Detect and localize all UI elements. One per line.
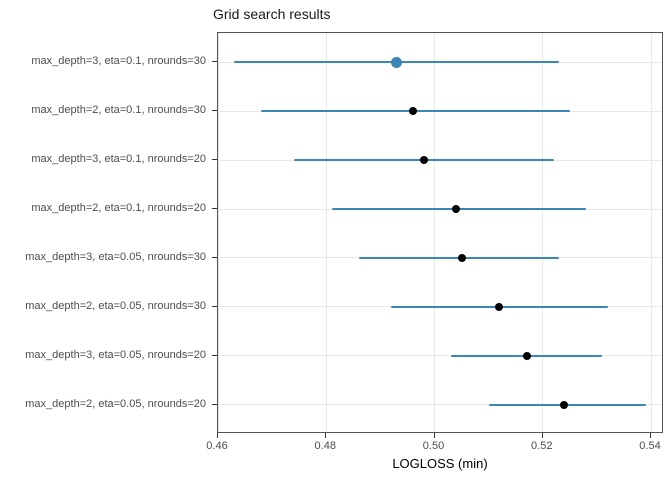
x-tick-mark bbox=[541, 433, 543, 438]
x-axis-title: LOGLOSS (min) bbox=[392, 456, 488, 471]
x-gridline bbox=[217, 33, 219, 432]
point bbox=[452, 205, 461, 214]
x-gridline bbox=[542, 33, 544, 432]
y-tick-mark bbox=[212, 354, 217, 356]
y-category-label: max_depth=3, eta=0.1, nrounds=20 bbox=[31, 153, 206, 166]
y-category-label: max_depth=2, eta=0.05, nrounds=20 bbox=[25, 397, 206, 410]
x-gridline bbox=[325, 33, 327, 432]
point bbox=[522, 351, 531, 360]
y-tick-mark bbox=[212, 403, 217, 405]
y-category-label: max_depth=2, eta=0.05, nrounds=30 bbox=[25, 299, 206, 312]
point bbox=[457, 253, 466, 262]
y-tick-mark bbox=[212, 208, 217, 210]
best-point bbox=[391, 56, 403, 68]
plot-panel bbox=[217, 32, 663, 433]
x-tick-label: 0.52 bbox=[531, 440, 553, 452]
y-tick-mark bbox=[212, 61, 217, 63]
point bbox=[560, 400, 569, 409]
y-tick-mark bbox=[212, 256, 217, 258]
y-category-label: max_depth=3, eta=0.1, nrounds=30 bbox=[31, 55, 206, 68]
point bbox=[408, 107, 417, 116]
y-tick-mark bbox=[212, 305, 217, 307]
point bbox=[495, 302, 504, 311]
x-tick-mark bbox=[325, 433, 327, 438]
y-category-label: max_depth=2, eta=0.1, nrounds=20 bbox=[31, 202, 206, 215]
x-tick-label: 0.50 bbox=[422, 440, 445, 452]
y-tick-mark bbox=[212, 159, 217, 161]
x-gridline bbox=[434, 33, 435, 432]
x-tick-label: 0.46 bbox=[206, 440, 228, 452]
y-tick-mark bbox=[212, 110, 217, 112]
x-tick-mark bbox=[217, 433, 218, 438]
chart-title: Grid search results bbox=[213, 6, 331, 22]
x-tick-mark bbox=[650, 433, 651, 438]
y-gridline bbox=[218, 404, 662, 406]
x-gridline bbox=[650, 33, 652, 432]
y-category-label: max_depth=2, eta=0.1, nrounds=30 bbox=[31, 104, 206, 117]
y-category-label: max_depth=3, eta=0.05, nrounds=20 bbox=[25, 348, 206, 361]
x-tick-label: 0.54 bbox=[639, 440, 661, 452]
x-tick-label: 0.48 bbox=[314, 440, 336, 452]
y-category-label: max_depth=3, eta=0.05, nrounds=30 bbox=[25, 250, 206, 263]
y-gridline bbox=[218, 355, 662, 357]
point bbox=[419, 156, 428, 165]
x-tick-mark bbox=[433, 433, 435, 438]
